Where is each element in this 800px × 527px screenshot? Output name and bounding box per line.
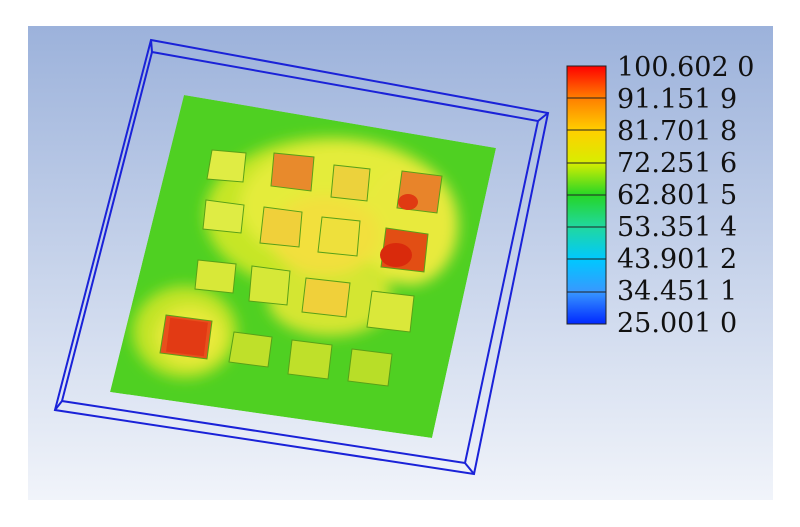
chip xyxy=(347,348,393,387)
chip xyxy=(259,206,303,248)
chip xyxy=(270,152,315,192)
chip xyxy=(194,259,237,294)
chip-array xyxy=(159,149,443,387)
color-scale-bar xyxy=(566,65,607,325)
legend-label: 43.901 2 xyxy=(617,244,738,275)
chip xyxy=(301,277,351,318)
legend-label: 81.701 8 xyxy=(617,116,738,147)
legend-label: 72.251 6 xyxy=(617,148,738,179)
chip xyxy=(287,339,333,380)
legend-label: 34.451 1 xyxy=(617,276,738,307)
enclosure-wireframe xyxy=(53,38,550,476)
legend-label: 62.801 5 xyxy=(617,180,738,211)
legend-label-max: 100.602 0 xyxy=(617,52,755,83)
chip xyxy=(202,199,245,234)
chip xyxy=(366,290,415,333)
hot-spots xyxy=(166,194,418,357)
legend-label-min: 25.001 0 xyxy=(617,308,738,339)
legend-label: 53.351 4 xyxy=(617,212,738,243)
chip xyxy=(228,331,273,368)
chip xyxy=(206,149,247,183)
chip xyxy=(330,164,371,202)
chip xyxy=(248,265,291,306)
legend-label: 91.151 9 xyxy=(617,84,738,115)
chip xyxy=(317,216,361,257)
